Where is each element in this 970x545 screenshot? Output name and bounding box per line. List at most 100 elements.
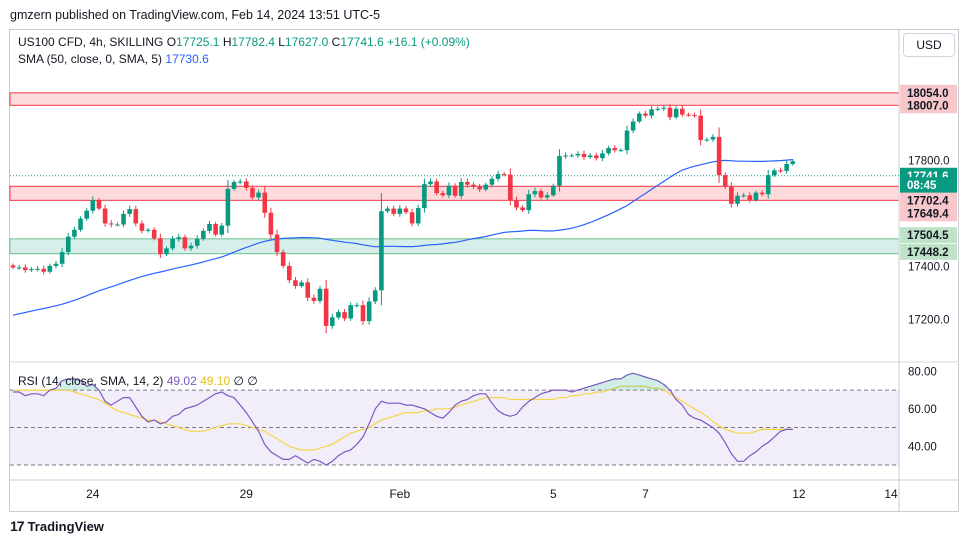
time-axis-label: 14 [884, 487, 898, 501]
rsi-legend: RSI (14, close, SMA, 14, 2) 49.02 49.10 … [18, 374, 258, 388]
candle-body [403, 208, 409, 213]
candle-body [244, 181, 249, 188]
time-axis-label: 7 [642, 487, 649, 501]
candle-body [268, 212, 274, 235]
candle-body [729, 186, 734, 204]
candle-body [293, 280, 298, 287]
candle-body [784, 163, 789, 171]
price-tag-label: 17649.4 [907, 208, 949, 220]
candle-body [661, 107, 667, 109]
candle [471, 182, 476, 189]
candle-body [323, 288, 329, 326]
price-tag-label: 17702.4 [907, 196, 949, 208]
time-axis-label: 5 [550, 487, 557, 501]
candle-body [544, 195, 550, 198]
price-tag: 18007.0 [900, 97, 957, 114]
candle-body [722, 175, 728, 187]
candle-body [29, 269, 34, 271]
candle-body [483, 184, 489, 190]
candle-body [563, 155, 568, 157]
publisher-caption: gmzern published on TradingView.com, Feb… [10, 8, 381, 22]
candle [329, 313, 335, 329]
candle [778, 167, 783, 174]
candle-body [477, 186, 482, 190]
candle [735, 192, 740, 207]
high-label: H [222, 35, 232, 49]
candle [158, 233, 163, 259]
rsi-overbought-fill [593, 384, 600, 391]
price-tag: 17448.2 [900, 243, 957, 260]
candle [170, 236, 175, 251]
candle-body [759, 192, 765, 195]
candle [606, 145, 611, 156]
rsi-label[interactable]: RSI (14, close, SMA, 14, 2) [18, 374, 164, 388]
candle-body [225, 188, 231, 226]
candle-body [415, 208, 421, 224]
candle [440, 190, 446, 198]
candle-body [287, 265, 292, 281]
candle-body [422, 184, 427, 209]
candle-body [72, 229, 77, 237]
candle-body [747, 195, 753, 201]
rsi-overbought-fill [642, 376, 649, 391]
candle-body [569, 155, 575, 157]
candle [102, 204, 108, 227]
price-axis-label: 17800.0 [908, 155, 950, 167]
close-value: 17741.6 [340, 35, 384, 49]
price-tag-bg [900, 227, 957, 244]
candle-body [532, 191, 538, 195]
candle [422, 178, 427, 213]
candle [280, 249, 286, 269]
candle-body [385, 208, 390, 212]
rsi-extra-1: ∅ [233, 374, 244, 388]
currency-button[interactable]: USD [903, 33, 955, 57]
candle-body [710, 136, 716, 140]
rsi-overbought-fill [77, 380, 84, 391]
time-axis-label: 29 [240, 487, 254, 501]
candle-body [102, 208, 108, 224]
candle-body [624, 130, 630, 151]
candle-body [176, 237, 182, 239]
candle-body [10, 265, 16, 268]
candle [213, 221, 218, 237]
price-axis-label: 17200.0 [908, 315, 950, 327]
candle-body [151, 229, 157, 239]
candle-body [280, 252, 286, 266]
candle-body [354, 305, 360, 307]
price-tag: 18054.0 [900, 84, 957, 101]
candle-body [538, 191, 544, 198]
candle-body [489, 178, 495, 185]
candle-body [237, 181, 243, 183]
rsi-overbought-fill [617, 378, 624, 391]
candle [636, 111, 642, 124]
grid-layer [10, 30, 959, 512]
candle [544, 192, 550, 200]
candle-body [35, 268, 40, 270]
open-value: 17725.1 [176, 35, 220, 49]
candle [532, 187, 538, 198]
candle [594, 152, 599, 161]
candle [151, 227, 157, 241]
candle [139, 220, 145, 234]
rsi-overbought-fill [636, 375, 643, 391]
candle [250, 185, 255, 200]
rsi-overbought-fill [59, 380, 66, 391]
candle [772, 168, 777, 177]
candle-body [514, 200, 519, 208]
sma-label[interactable]: SMA (50, close, 0, SMA, 5) [18, 52, 163, 66]
candle [305, 278, 311, 302]
candle [465, 178, 470, 188]
rsi-extra-2: ∅ [247, 374, 258, 388]
candle-body [262, 192, 268, 213]
price-tag-bg [900, 177, 957, 194]
rsi-axis-label: 40.00 [908, 441, 937, 453]
tradingview-logo[interactable]: 17 TradingView [10, 518, 104, 534]
price-tag-label: 08:45 [907, 180, 937, 192]
rsi-axis-label: 60.00 [908, 404, 937, 416]
symbol-label[interactable]: US100 CFD, 4h, SKILLING [18, 35, 164, 49]
candle-body [679, 108, 685, 115]
candle [59, 248, 65, 268]
candle-body [612, 148, 618, 151]
candle-body [366, 301, 372, 322]
